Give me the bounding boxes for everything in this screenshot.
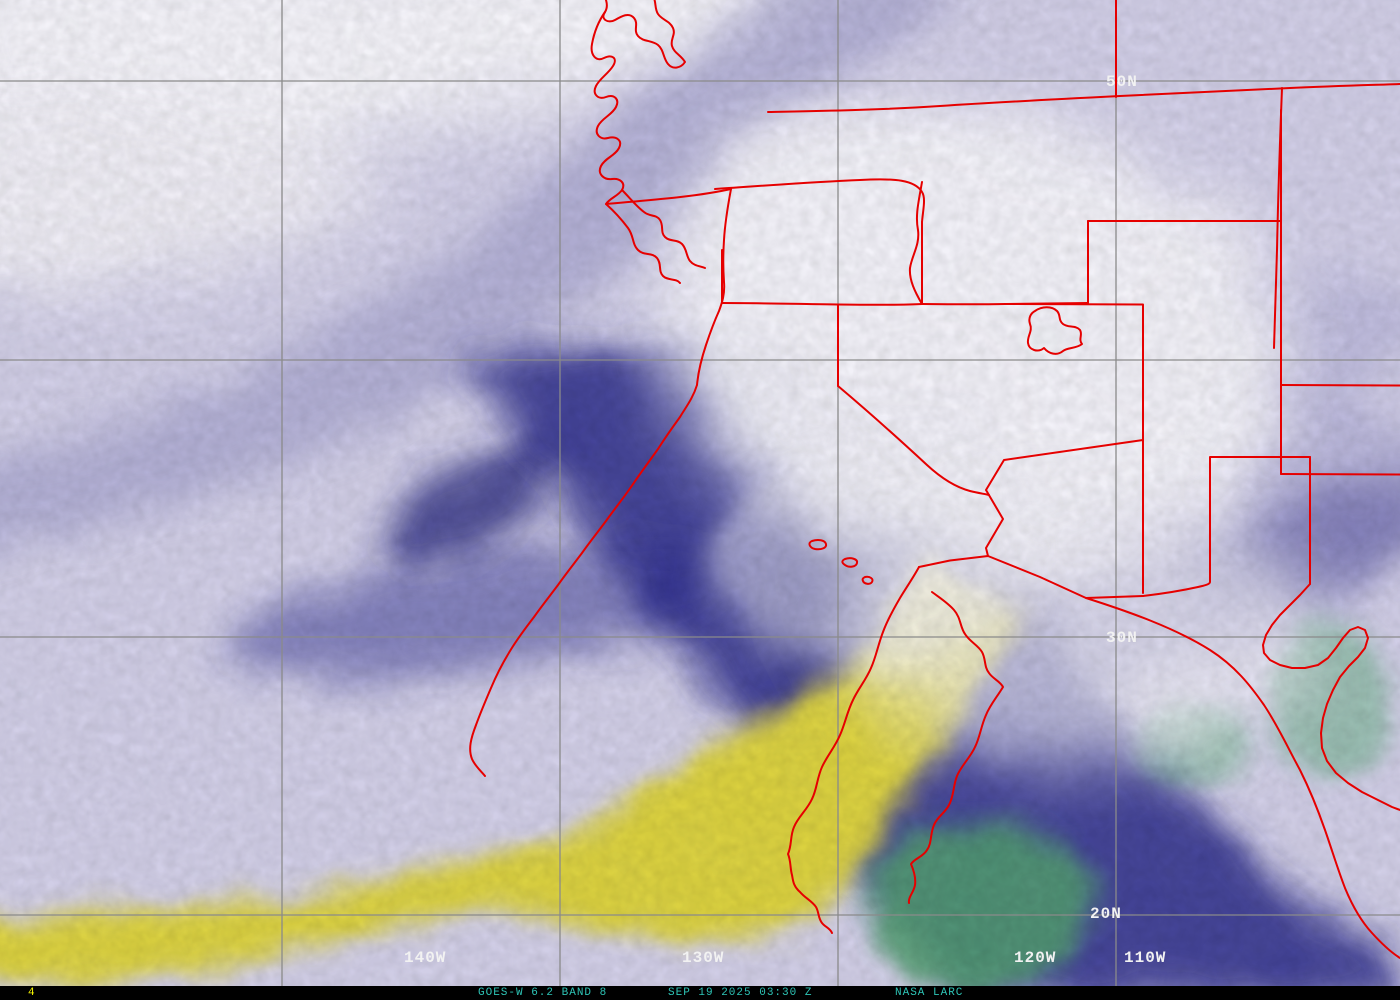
svg-text:50N: 50N (1106, 73, 1138, 91)
svg-text:30N: 30N (1106, 629, 1138, 647)
svg-text:120W: 120W (1014, 949, 1056, 967)
svg-text:20N: 20N (1090, 905, 1122, 923)
svg-text:110W: 110W (1124, 949, 1166, 967)
svg-text:140W: 140W (404, 949, 446, 967)
svg-text:130W: 130W (682, 949, 724, 967)
